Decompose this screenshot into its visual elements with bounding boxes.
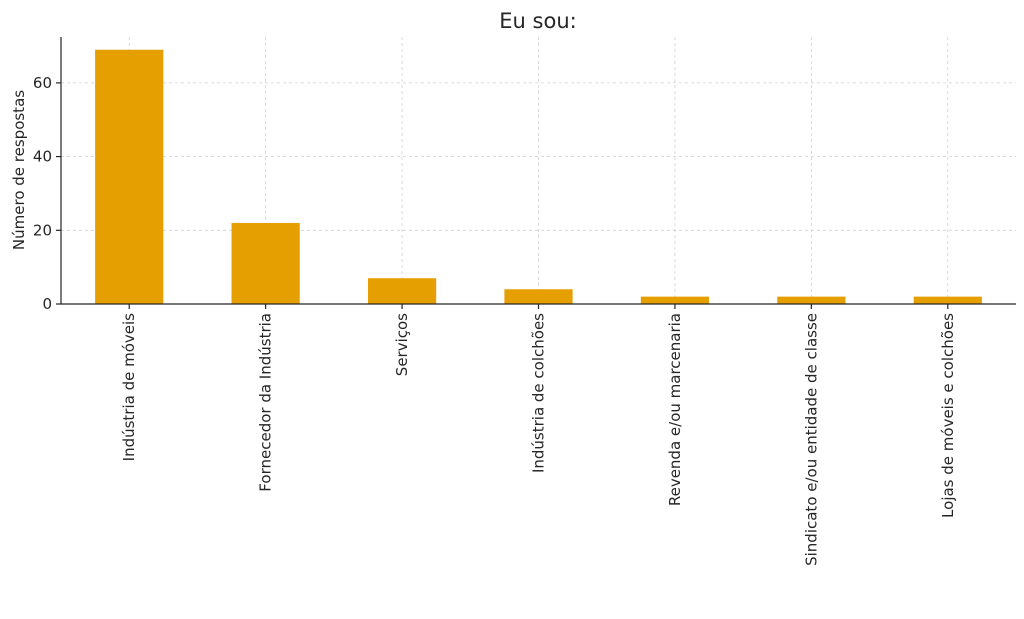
x-tick-label: Serviços (393, 313, 411, 376)
x-tick-label: Fornecedor da Indústria (257, 313, 275, 492)
bar (640, 296, 710, 304)
x-tick-label: Indústria de móveis (120, 313, 138, 462)
x-tick-label: Lojas de móveis e colchões (939, 313, 957, 518)
bar (504, 289, 573, 304)
bar (777, 296, 846, 304)
bar (913, 296, 982, 304)
bar (95, 49, 164, 304)
y-tick-label: 60 (33, 74, 52, 92)
y-tick-label: 20 (33, 221, 52, 239)
bar (231, 222, 300, 304)
x-tick-label: Sindicato e/ou entidade de classe (802, 313, 820, 566)
x-tick-label: Indústria de colchões (530, 313, 548, 473)
bar (367, 278, 437, 304)
y-ticks: 0 20 40 60 (33, 74, 61, 313)
bars (95, 49, 982, 304)
chart-title: Eu sou: (499, 9, 576, 33)
x-tick-label: Revenda e/ou marcenaria (666, 313, 684, 506)
x-ticks: Indústria de móveis Fornecedor da Indústr… (120, 304, 957, 566)
y-axis-label: Número de respostas (10, 90, 28, 250)
grid-lines (61, 37, 1016, 305)
y-tick-label: 40 (33, 148, 52, 166)
y-tick-label: 0 (42, 295, 52, 313)
